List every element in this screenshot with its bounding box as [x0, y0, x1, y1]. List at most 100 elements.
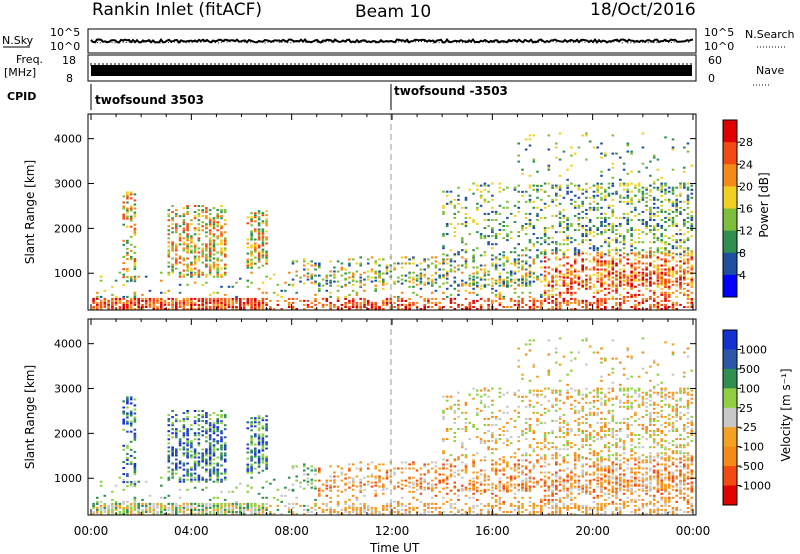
heatmap-cell: [611, 260, 615, 263]
heatmap-cell: [265, 258, 268, 261]
heatmap-cell: [265, 220, 268, 223]
heatmap-cell: [344, 473, 347, 476]
heatmap-cell: [208, 249, 212, 252]
heatmap-cell: [423, 273, 426, 276]
heatmap-cell: [483, 264, 487, 267]
freq-left-label-2: [MHz]: [4, 66, 36, 79]
heatmap-cell: [314, 479, 317, 482]
heatmap-cell: [261, 433, 265, 436]
heatmap-cell: [645, 256, 648, 259]
heatmap-cell: [212, 468, 216, 471]
heatmap-cell: [205, 486, 208, 489]
heatmap-cell: [419, 272, 423, 275]
heatmap-cell: [257, 252, 261, 255]
heatmap-cell: [479, 473, 483, 476]
heatmap-cell: [487, 478, 490, 481]
heatmap-cell: [607, 243, 611, 246]
heatmap-cell: [223, 253, 227, 256]
heatmap-cell: [487, 303, 490, 306]
heatmap-cell: [351, 289, 355, 292]
heatmap-cell: [325, 303, 329, 306]
heatmap-cell: [622, 188, 626, 191]
heatmap-cell: [577, 216, 581, 219]
heatmap-cell: [686, 266, 690, 269]
heatmap-cell: [318, 289, 321, 292]
heatmap-cell: [472, 280, 475, 283]
heatmap-cell: [675, 214, 678, 217]
heatmap-cell: [453, 409, 457, 412]
heatmap-cell: [517, 467, 520, 470]
heatmap-cell: [600, 268, 603, 271]
heatmap-cell: [208, 241, 212, 244]
heatmap-cell: [212, 239, 216, 242]
heatmap-cell: [359, 303, 362, 306]
heatmap-cell: [122, 297, 125, 300]
heatmap-cell: [333, 303, 336, 306]
power-colorbar-swatch: [723, 142, 737, 165]
heatmap-cell: [193, 217, 197, 220]
heatmap-cell: [261, 264, 265, 267]
heatmap-cell: [220, 233, 223, 236]
heatmap-cell: [366, 475, 370, 478]
heatmap-cell: [442, 253, 445, 256]
heatmap-cell: [679, 182, 682, 185]
heatmap-cell: [547, 134, 551, 137]
heatmap-cell: [634, 293, 637, 296]
heatmap-cell: [528, 200, 532, 203]
heatmap-cell: [404, 479, 408, 482]
heatmap-cell: [156, 511, 159, 513]
heatmap-cell: [205, 301, 208, 304]
heatmap-cell: [622, 252, 626, 255]
heatmap-cell: [254, 433, 257, 436]
heatmap-cell: [622, 301, 626, 304]
heatmap-cell: [679, 241, 682, 244]
heatmap-cell: [641, 210, 645, 213]
heatmap-cell: [129, 301, 133, 304]
heatmap-cell: [558, 308, 562, 310]
heatmap-cell: [208, 470, 212, 473]
heatmap-cell: [461, 308, 464, 310]
heatmap-cell: [370, 485, 374, 488]
heatmap-cell: [427, 511, 430, 513]
heatmap-cell: [404, 467, 408, 470]
heatmap-cell: [671, 258, 675, 261]
heatmap-cell: [160, 511, 163, 513]
heatmap-cell: [573, 274, 577, 277]
heatmap-cell: [250, 238, 253, 241]
heatmap-cell: [664, 299, 667, 302]
heatmap-cell: [254, 502, 257, 505]
heatmap-cell: [630, 293, 633, 296]
heatmap-cell: [175, 253, 178, 256]
heatmap-cell: [336, 308, 340, 310]
heatmap-cell: [175, 502, 178, 505]
heatmap-cell: [494, 237, 498, 240]
heatmap-cell: [355, 475, 359, 478]
heatmap-cell: [182, 420, 186, 423]
heatmap-cell: [630, 198, 633, 201]
heatmap-cell: [122, 422, 125, 425]
heatmap-cell: [611, 231, 615, 234]
heatmap-cell: [366, 303, 370, 306]
heatmap-cell: [472, 306, 475, 308]
heatmap-cell: [487, 273, 490, 276]
heatmap-cell: [257, 258, 261, 261]
heatmap-cell: [122, 448, 125, 451]
heatmap-cell: [517, 254, 520, 257]
heatmap-cell: [133, 456, 137, 459]
heatmap-cell: [509, 504, 513, 507]
heatmap-cell: [99, 513, 103, 515]
heatmap-cell: [126, 463, 129, 465]
heatmap-cell: [374, 467, 377, 470]
heatmap-cell: [630, 235, 633, 238]
heatmap-cell: [329, 479, 332, 482]
heatmap-cell: [167, 273, 171, 276]
heatmap-cell: [122, 412, 125, 415]
heatmap-cell: [656, 214, 660, 217]
heatmap-cell: [498, 186, 502, 189]
heatmap-cell: [178, 466, 182, 469]
heatmap-cell: [246, 508, 250, 511]
heatmap-cell: [178, 442, 182, 445]
heatmap-cell: [513, 483, 517, 486]
heatmap-cell: [671, 202, 675, 205]
heatmap-cell: [483, 198, 487, 201]
